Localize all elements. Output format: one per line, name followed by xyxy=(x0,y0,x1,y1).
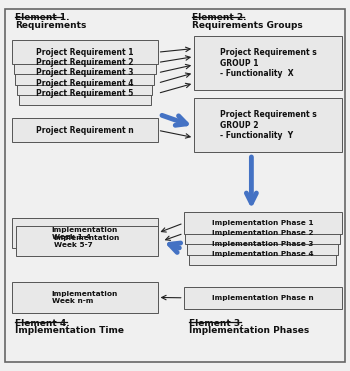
Text: Implementation Phases: Implementation Phases xyxy=(189,326,309,335)
FancyBboxPatch shape xyxy=(184,212,342,234)
FancyBboxPatch shape xyxy=(12,218,158,248)
Text: Implementation Phase 2: Implementation Phase 2 xyxy=(212,230,313,236)
Text: Element 3.: Element 3. xyxy=(189,319,243,328)
Text: Requirements Groups: Requirements Groups xyxy=(193,21,303,30)
Text: Element 4.: Element 4. xyxy=(15,319,70,328)
FancyBboxPatch shape xyxy=(187,233,338,255)
FancyBboxPatch shape xyxy=(186,222,340,244)
FancyBboxPatch shape xyxy=(189,243,336,265)
Text: Project Requirement n: Project Requirement n xyxy=(36,126,134,135)
FancyBboxPatch shape xyxy=(194,98,342,152)
FancyBboxPatch shape xyxy=(14,51,156,74)
Text: Implementation Phase n: Implementation Phase n xyxy=(212,295,314,301)
FancyBboxPatch shape xyxy=(17,71,153,95)
Text: Element 1.: Element 1. xyxy=(15,13,70,22)
Text: Project Requirement 1: Project Requirement 1 xyxy=(36,48,133,57)
FancyBboxPatch shape xyxy=(184,287,342,309)
FancyBboxPatch shape xyxy=(194,36,342,91)
FancyBboxPatch shape xyxy=(15,61,154,85)
FancyBboxPatch shape xyxy=(12,118,158,142)
Text: Project Requirement 4: Project Requirement 4 xyxy=(36,79,133,88)
Text: Implementation Phase 4: Implementation Phase 4 xyxy=(212,251,314,257)
Text: Implementation Phase 1: Implementation Phase 1 xyxy=(212,220,314,226)
Text: Element 2.: Element 2. xyxy=(193,13,247,22)
Text: Project Requirement 3: Project Requirement 3 xyxy=(36,68,133,77)
Text: Project Requirement s
GROUP 1
- Functionality  X: Project Requirement s GROUP 1 - Function… xyxy=(219,48,316,78)
FancyBboxPatch shape xyxy=(19,82,151,105)
Text: Project Requirement 5: Project Requirement 5 xyxy=(36,89,133,98)
Text: Implementation Time: Implementation Time xyxy=(15,326,124,335)
Text: Requirements: Requirements xyxy=(15,21,87,30)
Text: Implementation
Week 1-4: Implementation Week 1-4 xyxy=(51,227,118,240)
Text: Project Requirement s
GROUP 2
- Functionality  Y: Project Requirement s GROUP 2 - Function… xyxy=(219,110,316,140)
Text: Project Requirement 2: Project Requirement 2 xyxy=(36,58,133,67)
FancyBboxPatch shape xyxy=(16,226,158,256)
Text: Implementation
Week 5-7: Implementation Week 5-7 xyxy=(54,234,120,247)
FancyBboxPatch shape xyxy=(12,282,158,312)
Text: Implementation
Week n-m: Implementation Week n-m xyxy=(51,291,118,304)
FancyBboxPatch shape xyxy=(12,40,158,64)
Text: Implementation Phase 3: Implementation Phase 3 xyxy=(212,241,313,247)
